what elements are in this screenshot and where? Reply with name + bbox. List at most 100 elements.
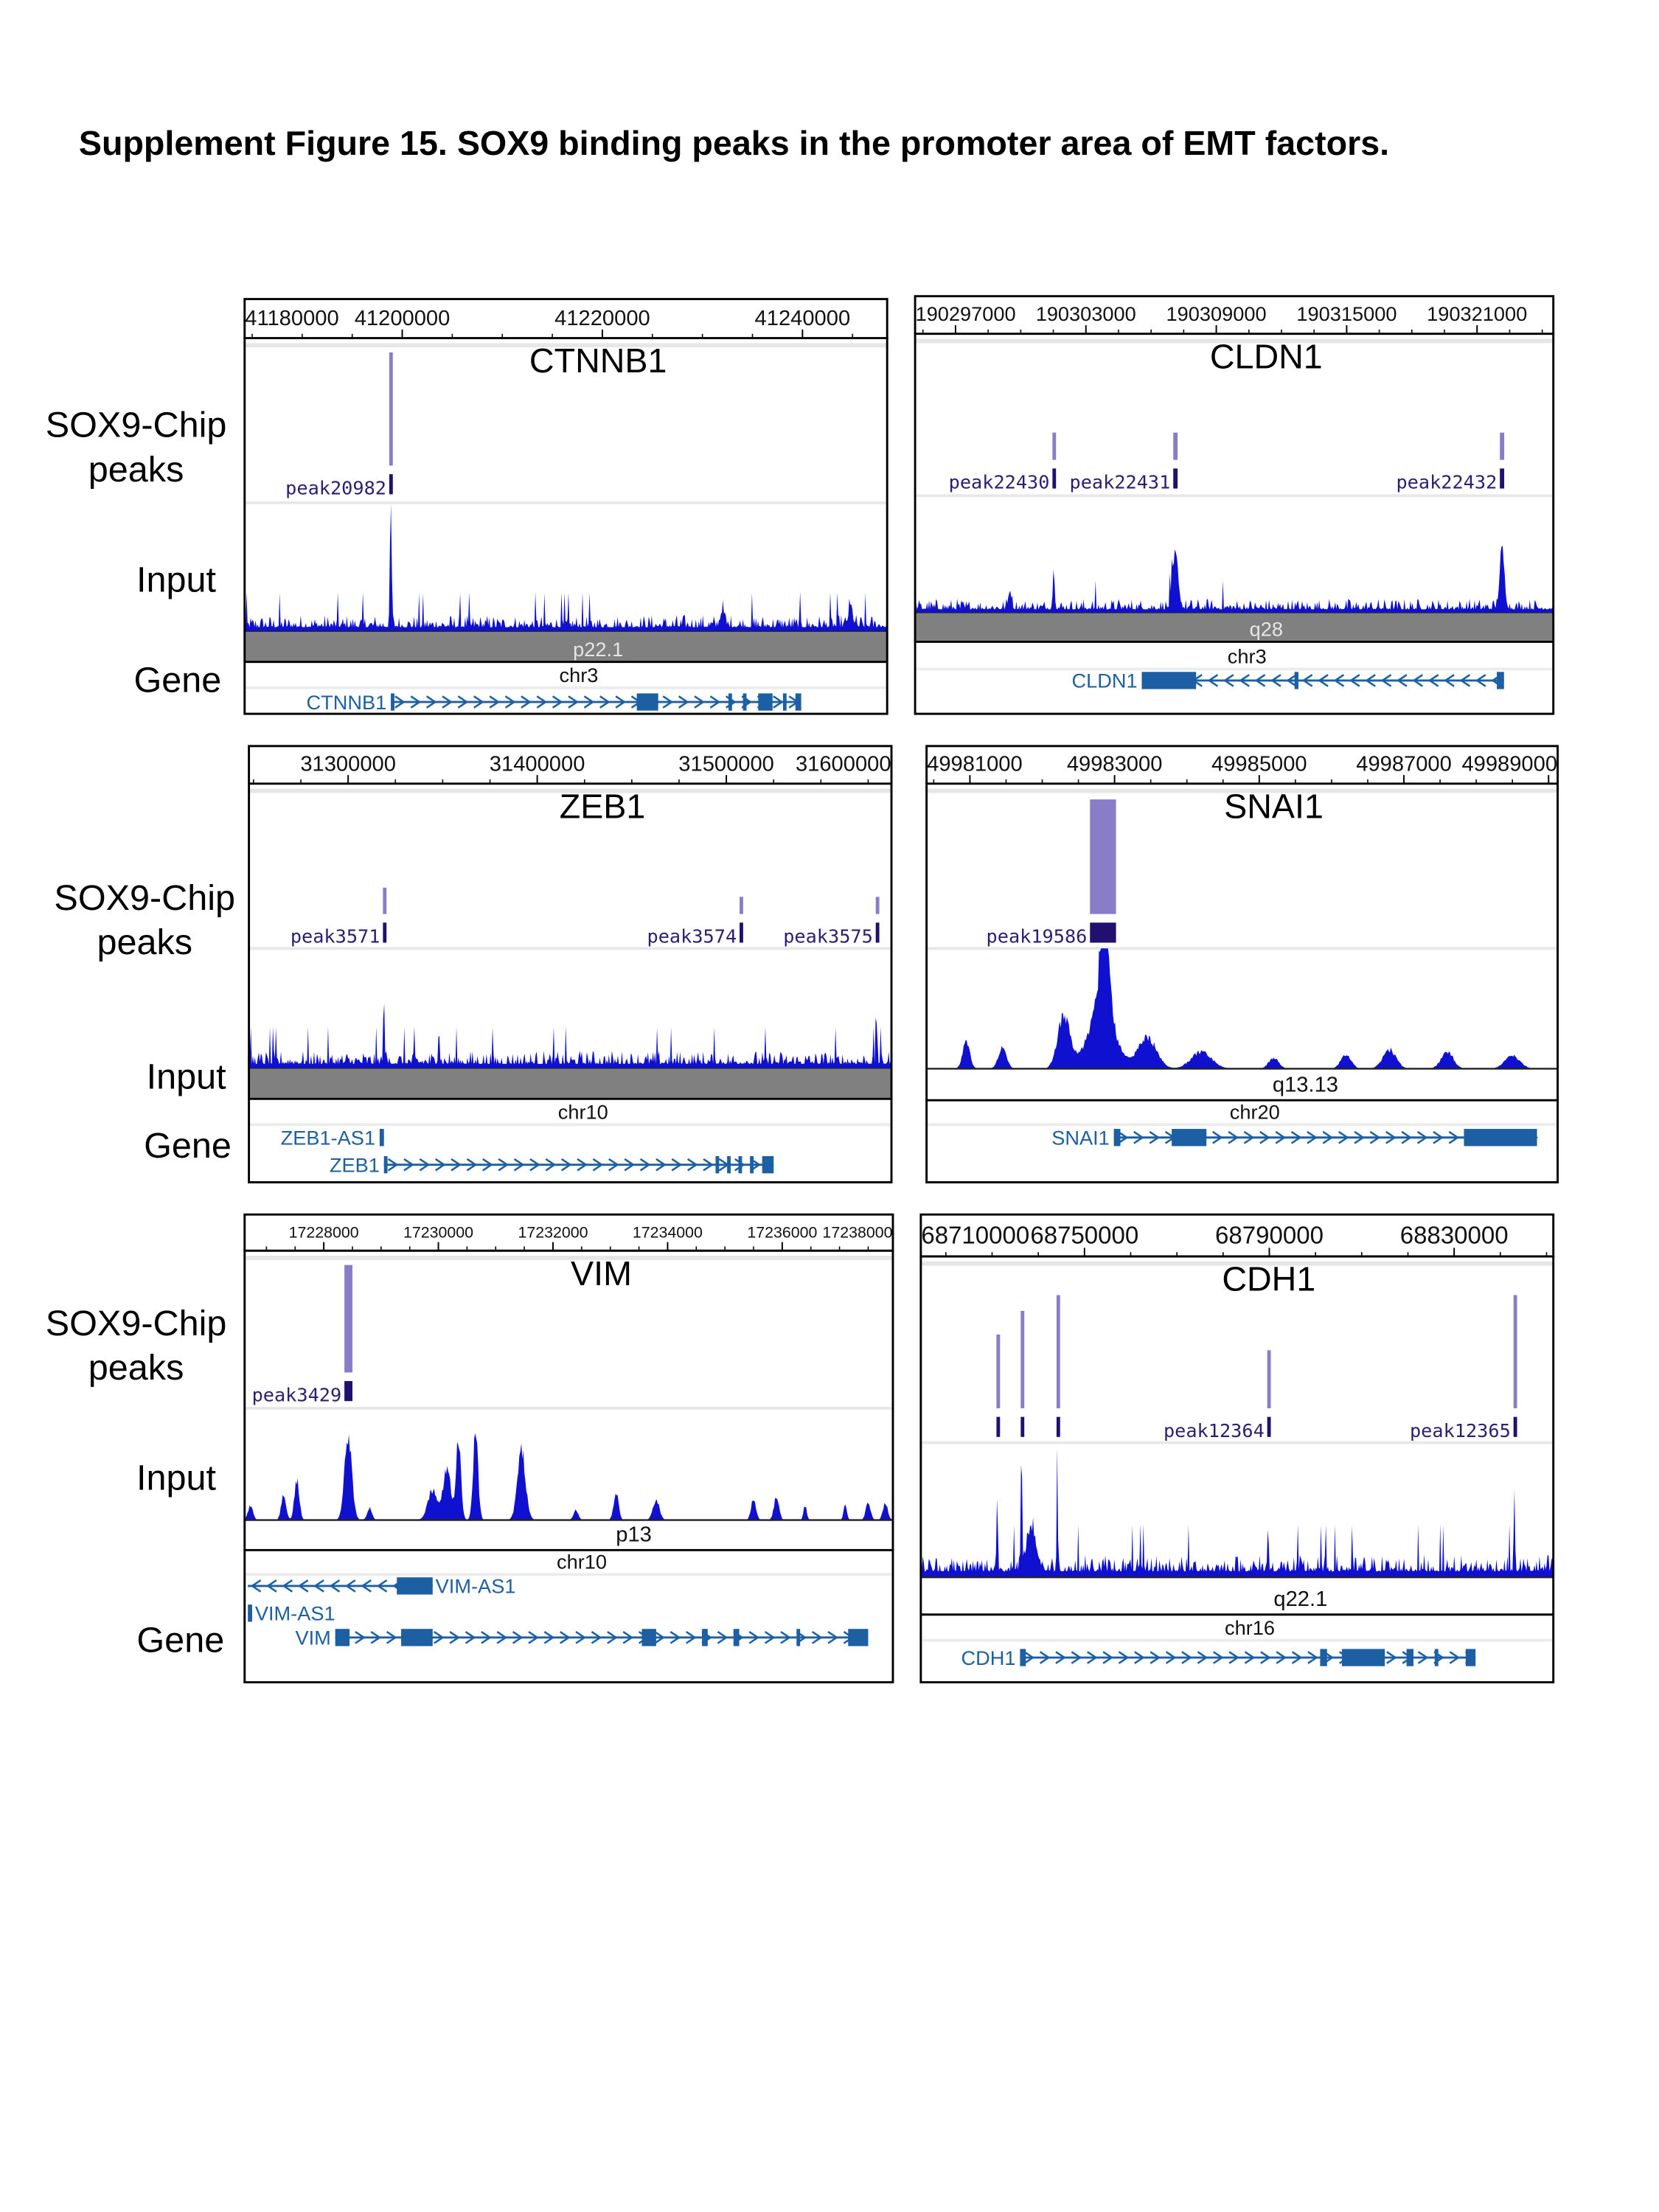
gene-vim-as1[interactable]: VIM-AS1 — [248, 1602, 335, 1625]
exon — [1341, 1649, 1385, 1666]
tick-label: 68790000 — [1215, 1222, 1324, 1249]
row-label-peaks: SOX9-Chip — [54, 878, 235, 918]
strand-chevron — [376, 1579, 388, 1593]
strand-chevron — [1276, 1651, 1287, 1664]
gene-zeb1[interactable]: ZEB1 — [330, 1153, 774, 1176]
strand-chevron — [394, 695, 406, 709]
chromosome-band: p13 — [243, 1523, 894, 1551]
strand-chevron — [678, 695, 689, 709]
peak-region — [383, 922, 387, 943]
input-signal-track — [914, 546, 1555, 614]
exon — [1020, 1649, 1026, 1666]
input-coverage — [914, 546, 1555, 613]
strand-chevron — [1133, 1130, 1144, 1144]
strand-chevron — [1150, 1651, 1161, 1664]
strand-chevron — [1039, 1651, 1051, 1664]
exon — [383, 1156, 388, 1174]
exon — [248, 1604, 252, 1622]
input-signal-track — [243, 1433, 894, 1521]
strand-chevron — [442, 695, 453, 709]
strand-chevron — [591, 1631, 602, 1644]
exon — [1434, 1649, 1439, 1666]
strand-chevron — [1259, 1130, 1270, 1144]
band-label: p13 — [616, 1523, 652, 1547]
strand-chevron — [545, 1158, 557, 1172]
chromosome-label: chr20 — [1230, 1100, 1280, 1123]
strand-chevron — [1207, 674, 1219, 687]
strand-chevron — [1102, 1651, 1114, 1664]
tick-label: 190297000 — [916, 302, 1016, 325]
strand-chevron — [1212, 1130, 1223, 1144]
tick-label: 31600000 — [796, 752, 891, 776]
exon — [728, 693, 732, 711]
chromosome-label: chr16 — [1225, 1616, 1275, 1639]
coordinate-ruler: 41180000 41200000 41220000 41240000 — [243, 307, 888, 348]
strand-chevron — [1055, 1651, 1066, 1664]
peak-region — [996, 1416, 1001, 1437]
gene-snai1[interactable]: SNAI1 — [1051, 1126, 1539, 1149]
strand-chevron — [329, 1579, 341, 1593]
peak-region — [1020, 1416, 1025, 1437]
panel-title: CTNNB1 — [529, 341, 667, 380]
strand-chevron — [780, 1631, 791, 1644]
exon — [1113, 1129, 1121, 1147]
row-label-peaks: peaks — [88, 1348, 184, 1388]
strand-chevron — [1134, 1651, 1145, 1664]
strand-chevron — [1307, 1651, 1318, 1664]
strand-chevron — [403, 1158, 414, 1172]
strand-chevron — [282, 1579, 293, 1593]
tick-label: 17234000 — [633, 1224, 703, 1242]
panel-frame — [248, 745, 893, 1183]
strand-chevron — [498, 1158, 509, 1172]
gene-ctnnb1[interactable]: CTNNB1 — [306, 691, 801, 714]
peak-region — [875, 922, 880, 943]
strand-chevron — [1354, 1130, 1366, 1144]
tick-label: 49983000 — [1067, 752, 1163, 776]
peak-region — [1513, 1416, 1517, 1437]
gene-vim[interactable]: VIM — [295, 1627, 869, 1649]
peak-label: peak19586 — [987, 925, 1088, 947]
strand-chevron — [1117, 1130, 1129, 1144]
strand-chevron — [607, 1631, 618, 1644]
peak-bar — [1173, 432, 1178, 460]
peak-bar — [1090, 799, 1116, 914]
strand-chevron — [577, 1158, 588, 1172]
strand-chevron — [1475, 674, 1486, 687]
exon — [782, 693, 787, 711]
strand-chevron — [386, 1631, 397, 1644]
input-coverage — [248, 1004, 893, 1069]
tick-label: 41200000 — [355, 307, 451, 330]
peak-bar — [1500, 432, 1505, 460]
peak-region — [740, 922, 743, 943]
strand-chevron — [568, 695, 579, 709]
gene-label: CLDN1 — [1072, 669, 1138, 692]
strand-chevron — [1449, 1651, 1461, 1664]
strand-chevron — [451, 1158, 462, 1172]
row-label-gene: Gene — [144, 1126, 232, 1166]
gene-label: SNAI1 — [1051, 1126, 1110, 1149]
gene-cdh1[interactable]: CDH1 — [961, 1646, 1476, 1669]
strand-chevron — [624, 1158, 636, 1172]
gene-cldn1[interactable]: CLDN1 — [1072, 669, 1504, 692]
tick-label: 190315000 — [1296, 302, 1397, 325]
strand-chevron — [1417, 1651, 1429, 1664]
gene-label: CTNNB1 — [306, 691, 386, 714]
gene-zeb1-as1[interactable]: ZEB1-AS1 — [281, 1126, 384, 1149]
band-label: q13.13 — [1273, 1074, 1338, 1097]
strand-chevron — [344, 1579, 356, 1593]
strand-chevron — [560, 1631, 571, 1644]
strand-chevron — [1270, 674, 1281, 687]
exon — [750, 1156, 754, 1174]
strand-chevron — [457, 695, 469, 709]
peak-bar — [1513, 1295, 1517, 1408]
strand-chevron — [1369, 1130, 1381, 1144]
strand-chevron — [669, 1631, 681, 1644]
gene-vim-as1[interactable]: VIM-AS1 — [248, 1575, 515, 1598]
strand-chevron — [1433, 1130, 1444, 1144]
sox9-chip-peaks-track: peak19586 — [925, 799, 1559, 950]
tick-label: 190321000 — [1427, 302, 1527, 325]
sox9-chip-peaks-track: peak22430 peak22431 peak22432 — [914, 432, 1555, 498]
sox9-chip-peaks-track: peak12364 peak12365 — [919, 1295, 1555, 1444]
